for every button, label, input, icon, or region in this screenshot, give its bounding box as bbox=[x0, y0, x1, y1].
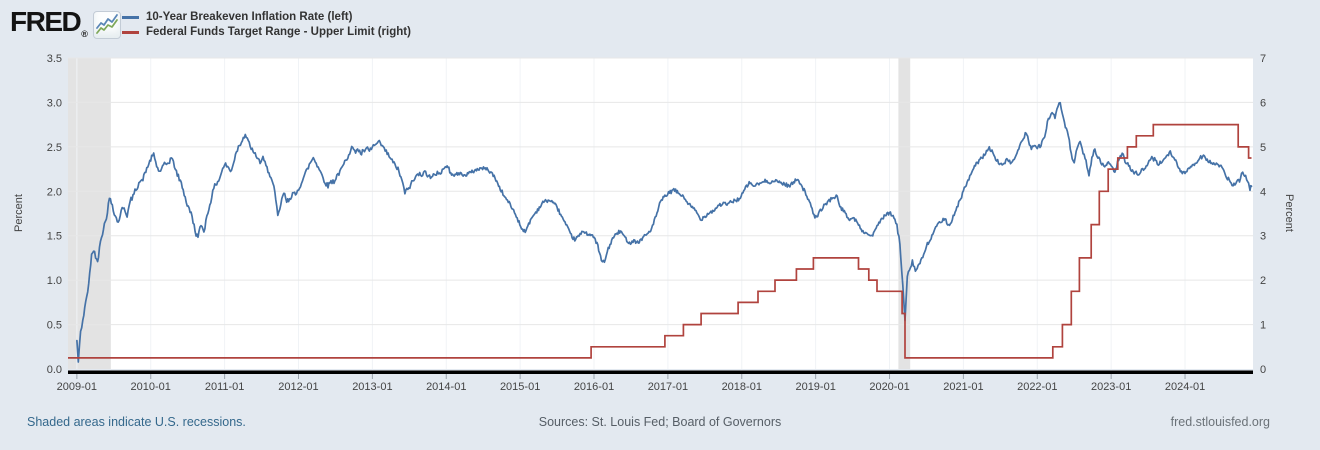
left-y-tick-label: 0.0 bbox=[47, 364, 62, 376]
fred-site-link[interactable]: fred.stlouisfed.org bbox=[1170, 415, 1270, 429]
legend: 10-Year Breakeven Inflation Rate (left) … bbox=[122, 10, 411, 40]
legend-label: Federal Funds Target Range - Upper Limit… bbox=[146, 26, 411, 38]
recession-band bbox=[898, 58, 911, 369]
x-axis-line bbox=[68, 370, 1253, 374]
left-y-tick-label: 3.0 bbox=[47, 97, 62, 109]
legend-item-fedfunds: Federal Funds Target Range - Upper Limit… bbox=[122, 25, 411, 39]
x-tick-label: 2013-01 bbox=[352, 381, 392, 393]
x-tick-label: 2019-01 bbox=[795, 381, 835, 393]
left-y-tick-label: 2.0 bbox=[47, 186, 62, 198]
left-y-tick-label: 1.5 bbox=[47, 231, 62, 243]
left-y-tick-label: 2.5 bbox=[47, 142, 62, 154]
x-tick-label: 2017-01 bbox=[648, 381, 688, 393]
legend-swatch-1 bbox=[122, 30, 139, 34]
left-y-tick-label: 0.5 bbox=[47, 320, 62, 332]
left-axis-title: Percent bbox=[13, 194, 25, 232]
left-y-tick-label: 1.0 bbox=[47, 275, 62, 287]
legend-label: 10-Year Breakeven Inflation Rate (left) bbox=[146, 11, 353, 23]
series-breakeven-line bbox=[76, 101, 1253, 363]
fred-sparkline-icon bbox=[93, 11, 121, 39]
x-tick-label: 2014-01 bbox=[426, 381, 466, 393]
x-tick-label: 2018-01 bbox=[722, 381, 762, 393]
plot-area bbox=[68, 58, 1253, 369]
x-tick-label: 2020-01 bbox=[869, 381, 909, 393]
right-y-tick-label: 3 bbox=[1260, 231, 1266, 243]
left-y-tick-label: 3.5 bbox=[47, 53, 62, 65]
x-tick-label: 2012-01 bbox=[278, 381, 318, 393]
right-y-tick-label: 0 bbox=[1260, 364, 1266, 376]
recession-band bbox=[68, 58, 111, 369]
x-tick-label: 2010-01 bbox=[131, 381, 171, 393]
x-tick-label: 2009-01 bbox=[57, 381, 97, 393]
right-axis-title: Percent bbox=[1283, 194, 1295, 232]
x-tick-label: 2023-01 bbox=[1091, 381, 1131, 393]
x-tick-label: 2022-01 bbox=[1017, 381, 1057, 393]
x-tick-label: 2016-01 bbox=[574, 381, 614, 393]
x-tick-label: 2021-01 bbox=[943, 381, 983, 393]
x-tick-label: 2015-01 bbox=[500, 381, 540, 393]
right-y-tick-label: 2 bbox=[1260, 275, 1266, 287]
right-y-tick-label: 7 bbox=[1260, 53, 1266, 65]
recession-note-link[interactable]: Shaded areas indicate U.S. recessions. bbox=[27, 415, 246, 429]
x-tick-label: 2024-01 bbox=[1165, 381, 1205, 393]
legend-item-breakeven: 10-Year Breakeven Inflation Rate (left) bbox=[122, 10, 411, 24]
right-y-tick-label: 4 bbox=[1260, 186, 1266, 198]
x-tick-label: 2011-01 bbox=[205, 381, 245, 393]
legend-swatch-0 bbox=[122, 15, 139, 19]
series-fedfunds-step-line bbox=[68, 123, 1252, 359]
sources-text: Sources: St. Louis Fed; Board of Governo… bbox=[538, 415, 782, 429]
right-y-tick-label: 1 bbox=[1260, 320, 1266, 332]
right-y-tick-label: 6 bbox=[1260, 97, 1266, 109]
fred-logo: FRED® bbox=[10, 6, 88, 39]
right-y-tick-label: 5 bbox=[1260, 142, 1266, 154]
fred-logo-text: FRED bbox=[10, 6, 82, 37]
registered-trademark-symbol: ® bbox=[81, 29, 88, 39]
footer: Shaded areas indicate U.S. recessions. S… bbox=[0, 413, 1320, 433]
